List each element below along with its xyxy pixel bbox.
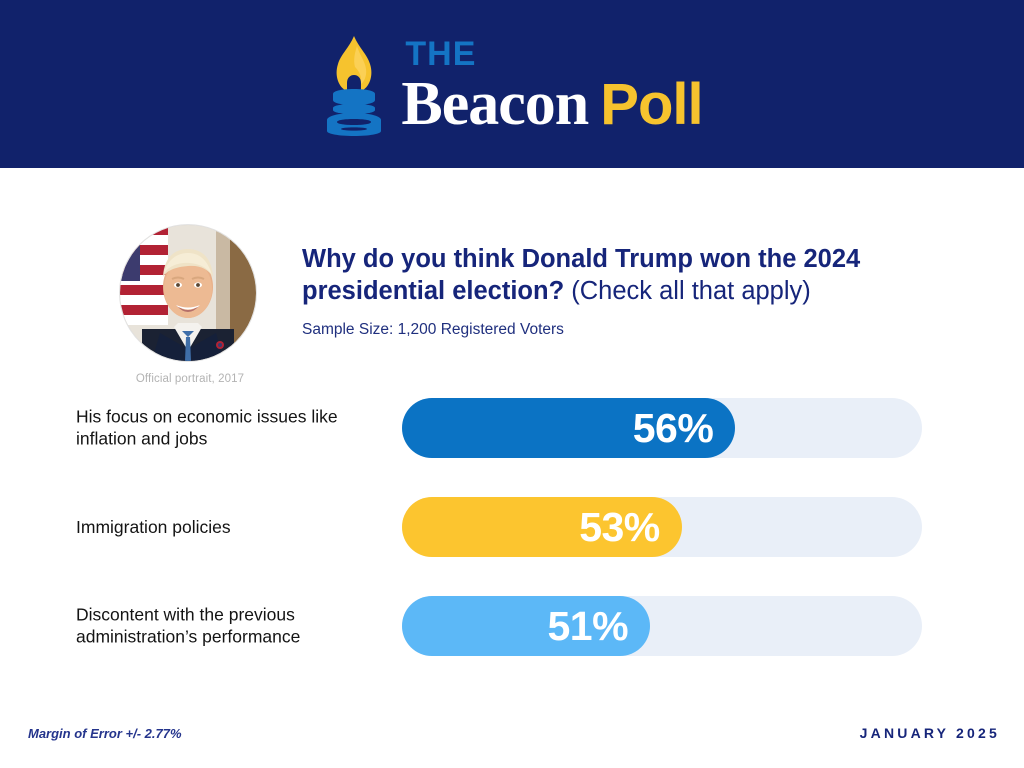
bar-row: Immigration policies 53% <box>0 491 1024 563</box>
bar-row: Discontent with the previous administrat… <box>0 590 1024 662</box>
portrait-illustration <box>120 225 256 361</box>
question-light-text: (Check all that apply) <box>571 277 811 306</box>
margin-of-error-text: Margin of Error +/- 2.77% <box>28 726 182 741</box>
brand-the-text: THE <box>405 35 477 73</box>
bar-label: Discontent with the previous administrat… <box>76 604 301 647</box>
bar-value: 56% <box>632 404 714 451</box>
sample-size-text: Sample Size: 1,200 Registered Voters <box>302 321 564 339</box>
poll-date-text: JANUARY 2025 <box>859 725 1000 741</box>
brand-beacon-text: Beacon <box>401 70 589 138</box>
bar-track: 56% <box>402 398 922 458</box>
bar-label: His focus on economic issues like inflat… <box>76 406 338 449</box>
bar-track: 53% <box>402 497 922 557</box>
question-block: Why do you think Donald Trump won the 20… <box>302 243 942 339</box>
avatar <box>120 225 256 361</box>
bar-value: 51% <box>547 602 629 649</box>
header-band: THE Beacon Poll <box>0 0 1024 168</box>
portrait-caption: Official portrait, 2017 <box>135 373 245 385</box>
question-bold-text: Why do you think Donald Trump won the 20… <box>302 245 861 306</box>
bar-row: His focus on economic issues like inflat… <box>0 392 1024 464</box>
brand-poll-text: Poll <box>600 72 703 137</box>
bar-fill: 53% <box>402 497 682 557</box>
portrait-block: Official portrait, 2017 <box>120 225 260 385</box>
bar-fill: 51% <box>402 596 651 656</box>
beacon-flame-icon <box>327 36 382 136</box>
brand-wordmark: THE Beacon Poll <box>401 35 703 138</box>
bar-track: 51% <box>402 596 922 656</box>
page-title: Why do you think Donald Trump won the 20… <box>302 243 942 307</box>
bar-value: 53% <box>579 503 660 550</box>
bar-fill: 56% <box>402 398 736 458</box>
bar-chart: His focus on economic issues like inflat… <box>0 392 1024 689</box>
brand-logo: THE Beacon Poll <box>321 34 704 138</box>
bar-label: Immigration policies <box>76 516 231 537</box>
